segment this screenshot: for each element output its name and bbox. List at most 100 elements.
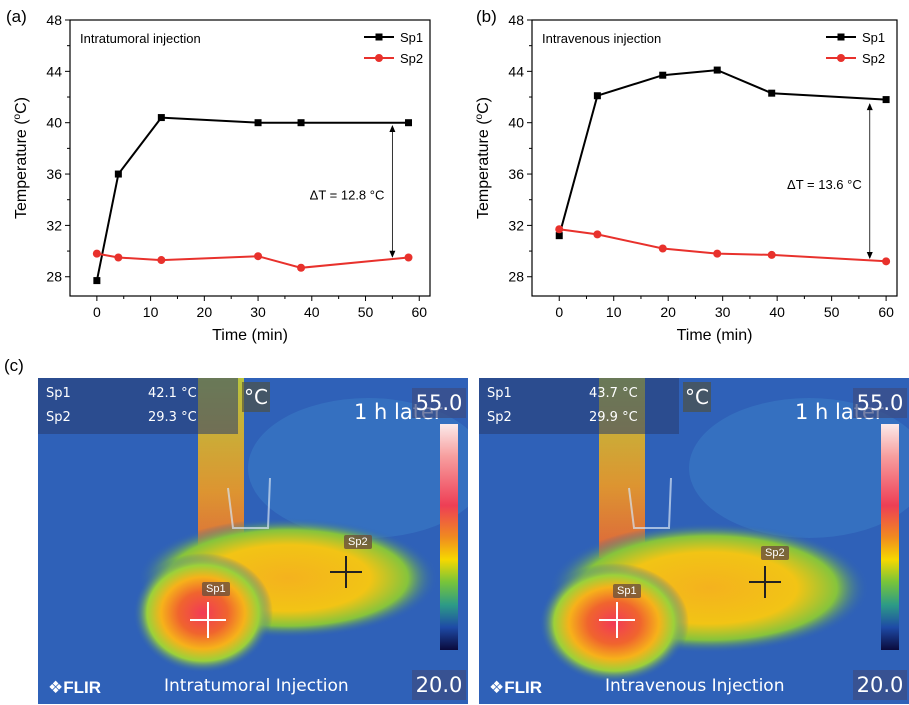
chart-b-point-sp1: [768, 89, 776, 97]
chart-a-x-tick-label: 40: [304, 304, 320, 320]
chart-b-group: (b) 0 10 20 30 40 50 60 28 32 36 40 44 48 Time (min) Te…: [474, 7, 898, 344]
chart-a-x-tick-label: 60: [411, 304, 427, 320]
chart-b-x-tick-label: 20: [660, 304, 676, 320]
chart-a-x-axis-label: Time (min): [212, 327, 288, 344]
spot2-tag: Sp2: [344, 535, 372, 549]
chart-b-x-tick-label: 10: [606, 304, 622, 320]
chart-a-annotation: Intratumoral injection: [80, 31, 201, 46]
chart-b-x-tick-label: 40: [769, 304, 785, 320]
chart-b-series-line-sp2: [559, 228, 887, 263]
charts-area: (a) 0 10 20 30 40 50 60 28 32 36 40 44 48 Time (min) Te…: [6, 7, 898, 344]
scale-max: 55.0: [853, 388, 907, 418]
chart-b-point-sp2: [593, 230, 602, 239]
chart-b-legend-label: Sp1: [862, 30, 885, 45]
chart-a-panel-letter: (a): [6, 7, 27, 26]
chart-a-legend-marker: [375, 33, 383, 41]
spot-readout: Sp1 42.1 °C Sp2 29.3 °C: [38, 378, 238, 434]
chart-a-point-sp2: [297, 263, 306, 272]
flir-logo: ❖FLIR: [489, 678, 543, 697]
thermal-image-intratumoral: Sp1 42.1 °C Sp2 29.3 °C °C 1 h later 55.…: [38, 378, 468, 704]
chart-b-point-sp1: [555, 232, 563, 240]
spot2-value: 29.9 °C: [589, 410, 638, 425]
scale-max: 55.0: [412, 388, 466, 418]
chart-b-x-tick-label: 50: [824, 304, 840, 320]
chart-b-point-sp2: [713, 249, 722, 258]
spot2-crosshair-icon: [749, 566, 781, 598]
chart-b-y-label-sup: o: [474, 113, 485, 119]
spot-readout: Sp1 43.7 °C Sp2 29.9 °C: [479, 378, 679, 434]
chart-a-legend-label: Sp2: [400, 51, 423, 66]
chart-a-point-sp2: [404, 253, 413, 262]
chart-a-delta-arrowhead-bottom: [389, 250, 396, 258]
chart-b-legend-marker: [837, 54, 845, 62]
chart-a-point-sp1: [157, 114, 165, 122]
color-scale-bar: [881, 424, 899, 650]
chart-a-x-tick-label: 20: [197, 304, 213, 320]
panel-c-letter: (c): [4, 356, 24, 375]
chart-a-y-tick-label: 32: [46, 217, 62, 233]
chart-b-y-tick-label: 44: [508, 63, 524, 79]
image-caption: Intravenous Injection: [605, 676, 785, 696]
spot1-row: Sp1 43.7 °C: [487, 382, 673, 406]
chart-a-x-tick-label: 0: [93, 304, 101, 320]
chart-b-point-sp1: [593, 92, 601, 100]
chart-a-series-line-sp1: [95, 116, 409, 281]
chart-b-delta-arrowhead-bottom: [866, 252, 873, 260]
chart-a-y-tick-label: 44: [46, 63, 62, 79]
chart-a-legend-marker: [375, 54, 383, 62]
chart-b-y-tick-label: 48: [508, 12, 524, 28]
chart-a-y-label-end: C): [13, 97, 30, 114]
spot2-name: Sp2: [487, 410, 512, 425]
chart-b-legend-marker: [837, 33, 845, 41]
chart-a-plot-frame: [69, 19, 431, 297]
chart-b-point-sp1: [659, 71, 667, 79]
spot1-value: 42.1 °C: [148, 386, 197, 401]
spot1-name: Sp1: [487, 386, 512, 401]
chart-a-x-tick-label: 10: [143, 304, 159, 320]
chart-a-y-axis-label: Temperature (oC): [12, 97, 30, 219]
unit-label: °C: [683, 382, 711, 412]
chart-b-point-sp1: [882, 96, 890, 104]
spot1-crosshair-icon: [190, 602, 226, 638]
chart-b-delta-arrowhead-top: [866, 103, 873, 111]
chart-b-x-tick-label: 0: [555, 304, 563, 320]
chart-b-y-tick-label: 32: [508, 217, 524, 233]
scale-min: 20.0: [853, 670, 907, 700]
chart-a-delta-label: ΔT = 12.8 °C: [310, 187, 385, 202]
panel-c-letter-wrap: (c): [4, 356, 24, 375]
chart-a-legend-label: Sp1: [400, 30, 423, 45]
chart-b-legend-label: Sp2: [862, 51, 885, 66]
chart-b-point-sp2: [658, 244, 667, 253]
chart-b-point-sp2: [767, 250, 776, 259]
spot2-tag: Sp2: [761, 546, 789, 560]
chart-a-y-tick-label: 40: [46, 115, 62, 131]
chart-a-y-label-sup: o: [12, 113, 23, 119]
chart-a-point-sp1: [93, 277, 101, 285]
chart-b-annotation: Intravenous injection: [542, 31, 661, 46]
spot1-row: Sp1 42.1 °C: [46, 382, 232, 406]
spot2-row: Sp2 29.3 °C: [46, 406, 232, 430]
chart-a-y-tick-label: 28: [46, 269, 62, 285]
spot1-tag: Sp1: [613, 584, 641, 598]
chart-b-delta-label: ΔT = 13.6 °C: [787, 177, 862, 192]
chart-b-x-axis-label: Time (min): [677, 327, 753, 344]
chart-b-y-label-main: Temperature (: [475, 119, 492, 219]
chart-a-point-sp2: [157, 256, 166, 265]
chart-a-point-sp1: [297, 119, 305, 127]
chart-a-x-tick-label: 30: [250, 304, 266, 320]
spot2-name: Sp2: [46, 410, 71, 425]
chart-b-x-tick-label: 30: [715, 304, 731, 320]
spot1-value: 43.7 °C: [589, 386, 638, 401]
image-caption: Intratumoral Injection: [164, 676, 349, 696]
chart-b-y-tick-label: 40: [508, 115, 524, 131]
chart-a-point-sp2: [114, 253, 123, 262]
chart-a-point-sp1: [254, 119, 262, 127]
chart-a-y-label-main: Temperature (: [13, 119, 30, 219]
color-scale-bar: [440, 424, 458, 650]
chart-b-panel-letter: (b): [476, 7, 497, 26]
chart-a-series-line-sp2: [96, 252, 409, 269]
spot2-value: 29.3 °C: [148, 410, 197, 425]
chart-a-point-sp2: [92, 249, 101, 258]
chart-b-point-sp1: [713, 66, 721, 74]
chart-a-point-sp2: [254, 252, 263, 261]
